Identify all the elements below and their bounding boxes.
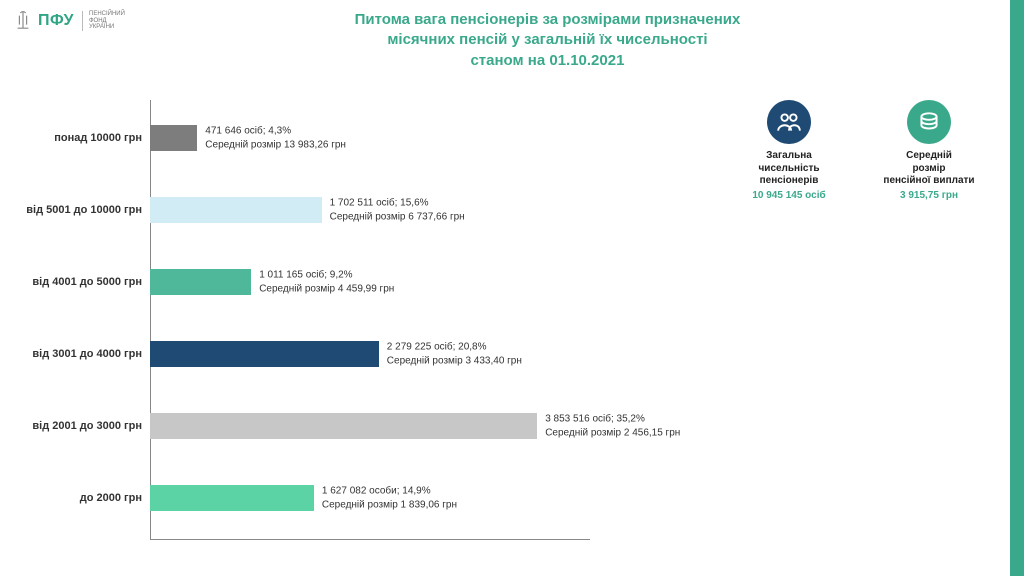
category-label: від 5001 до 10000 грн — [10, 204, 150, 216]
logo-abbr: ПФУ — [38, 12, 74, 30]
chart-row: від 3001 до 4000 грн2 279 225 осіб; 20,8… — [150, 324, 710, 384]
stat-total-title: Загальна чисельність пенсіонерів — [734, 150, 844, 188]
header: ПФУ ПЕНСІЙНИЙ ФОНД УКРАЇНИ Питома вага п… — [0, 0, 1024, 71]
logo-subtitle: ПЕНСІЙНИЙ ФОНД УКРАЇНИ — [82, 11, 125, 31]
logo-block: ПФУ ПЕНСІЙНИЙ ФОНД УКРАЇНИ — [14, 10, 125, 32]
stat-avg-pension: Середній розмір пенсійної виплати 3 915,… — [874, 100, 984, 201]
people-icon — [767, 100, 811, 144]
bar-label: 3 853 516 осіб; 35,2%Середній розмір 2 4… — [537, 413, 680, 440]
summary-stats: Загальна чисельність пенсіонерів 10 945 … — [734, 100, 984, 201]
category-label: від 2001 до 3000 грн — [10, 420, 150, 432]
bar-label: 2 279 225 осіб; 20,8%Середній розмір 3 4… — [379, 341, 522, 368]
chart-row: від 5001 до 10000 грн1 702 511 осіб; 15,… — [150, 180, 710, 240]
category-label: від 4001 до 5000 грн — [10, 276, 150, 288]
chart-row: від 4001 до 5000 грн1 011 165 осіб; 9,2%… — [150, 252, 710, 312]
bar-label: 471 646 осіб; 4,3%Середній розмір 13 983… — [197, 125, 346, 152]
bar: 3 853 516 осіб; 35,2%Середній розмір 2 4… — [150, 413, 537, 439]
category-label: до 2000 грн — [10, 492, 150, 504]
axis-x — [150, 539, 590, 540]
coins-icon — [907, 100, 951, 144]
pension-distribution-chart: понад 10000 грн471 646 осіб; 4,3%Середні… — [150, 100, 710, 540]
bar-label: 1 627 082 особи; 14,9%Середній розмір 1 … — [314, 485, 457, 512]
stat-avg-title: Середній розмір пенсійної виплати — [874, 150, 984, 188]
emblem-icon — [14, 10, 32, 32]
bar: 2 279 225 осіб; 20,8%Середній розмір 3 4… — [150, 341, 379, 367]
bar-label: 1 702 511 осіб; 15,6%Середній розмір 6 7… — [322, 197, 465, 224]
page-title: Питома вага пенсіонерів за розмірами при… — [125, 10, 1010, 71]
stat-total-pensioners: Загальна чисельність пенсіонерів 10 945 … — [734, 100, 844, 201]
bar-label: 1 011 165 осіб; 9,2%Середній розмір 4 45… — [251, 269, 394, 296]
chart-row: від 2001 до 3000 грн3 853 516 осіб; 35,2… — [150, 396, 710, 456]
chart-row: понад 10000 грн471 646 осіб; 4,3%Середні… — [150, 108, 710, 168]
bar: 471 646 осіб; 4,3%Середній розмір 13 983… — [150, 125, 197, 151]
bar: 1 011 165 осіб; 9,2%Середній розмір 4 45… — [150, 269, 251, 295]
bar: 1 702 511 осіб; 15,6%Середній розмір 6 7… — [150, 197, 322, 223]
stat-avg-value: 3 915,75 грн — [874, 190, 984, 201]
logo-text: ПФУ — [38, 12, 74, 30]
category-label: понад 10000 грн — [10, 132, 150, 144]
brand-side-strip — [1010, 0, 1024, 576]
stat-total-value: 10 945 145 осіб — [734, 190, 844, 201]
bar: 1 627 082 особи; 14,9%Середній розмір 1 … — [150, 485, 314, 511]
category-label: від 3001 до 4000 грн — [10, 348, 150, 360]
chart-row: до 2000 грн1 627 082 особи; 14,9%Середні… — [150, 468, 710, 528]
